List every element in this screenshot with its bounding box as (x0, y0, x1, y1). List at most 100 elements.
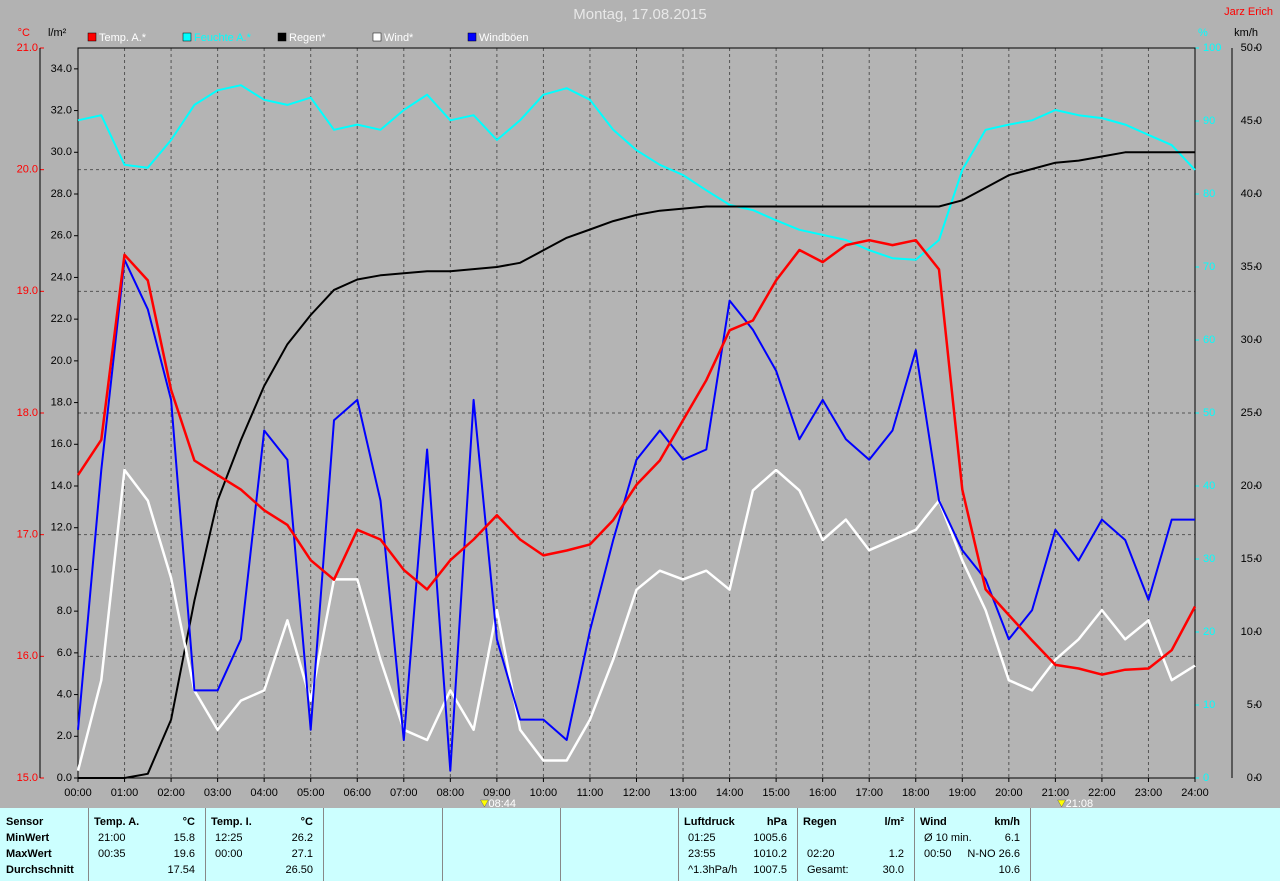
x-tick-label: 16:00 (809, 787, 837, 799)
y-tick-label: 19.0 (17, 285, 38, 297)
y-tick-label: 10 (1203, 699, 1215, 711)
y-tick-label: 90 (1203, 115, 1215, 127)
column-unit: hPa (766, 816, 787, 828)
column-separator (1030, 808, 1031, 881)
y-tick-label: 17.0 (17, 529, 38, 541)
row-label: Durchschnitt (6, 864, 74, 876)
y-tick-label: 30.0 (1241, 334, 1262, 346)
y-tick-label: 40.0 (1241, 188, 1262, 200)
column-separator (88, 808, 89, 881)
cell-value: 1010.2 (753, 848, 787, 860)
x-tick-label: 15:00 (762, 787, 790, 799)
cell-value: 26.2 (291, 832, 313, 844)
y-tick-label: 18.0 (51, 396, 72, 408)
y-tick-label: 40 (1203, 480, 1215, 492)
y-tick-label: 25.0 (1241, 407, 1262, 419)
column-separator (914, 808, 915, 881)
cell-time: 21:00 (98, 832, 126, 844)
y-tick-label: 60 (1203, 334, 1215, 346)
legend-label: Regen* (289, 32, 326, 44)
column-separator (323, 808, 324, 881)
column-header: Temp. I. (211, 816, 252, 828)
cell-time: Gesamt: (807, 864, 849, 876)
y-tick-label: 80 (1203, 188, 1215, 200)
y-tick-label: 32.0 (51, 104, 72, 116)
y-tick-label: 35.0 (1241, 261, 1262, 273)
cell-time: 02:20 (807, 848, 835, 860)
y-tick-label: 14.0 (51, 480, 72, 492)
y-tick-label: 21.0 (17, 42, 38, 54)
cell-time: 00:35 (98, 848, 126, 860)
y-tick-label: 0.0 (1247, 772, 1262, 784)
cell-value: 6.1 (1004, 832, 1020, 844)
column-separator (560, 808, 561, 881)
author: Jarz Erich (1224, 6, 1273, 18)
cell-value: 1.2 (888, 848, 904, 860)
x-tick-label: 19:00 (949, 787, 977, 799)
y-tick-label: 22.0 (51, 313, 72, 325)
legend-swatch (372, 32, 382, 42)
y-tick-label: 8.0 (57, 605, 72, 617)
column-header: Regen (803, 816, 837, 828)
y-tick-label: 70 (1203, 261, 1215, 273)
legend-swatch (467, 32, 477, 42)
y-tick-label: 18.0 (17, 407, 38, 419)
x-tick-label: 00:00 (64, 787, 92, 799)
column-unit: °C (300, 816, 313, 828)
cell-value: 15.8 (173, 832, 195, 844)
x-tick-label: 11:00 (577, 787, 604, 799)
cell-time: Ø 10 min. (924, 832, 972, 844)
series-line (76, 238, 1197, 676)
x-tick-label: 14:00 (716, 787, 744, 799)
legend-label: Wind* (384, 32, 414, 44)
x-tick-label: 08:00 (437, 787, 465, 799)
y-tick-label: 6.0 (57, 647, 72, 659)
column-unit: °C (182, 816, 195, 828)
annotation-marker (1057, 799, 1067, 808)
row-label: MaxWert (6, 848, 52, 860)
annotation-marker (480, 799, 489, 808)
x-tick-label: 22:00 (1088, 787, 1116, 799)
y-tick-label: 34.0 (51, 63, 72, 75)
y-tick-label: 5.0 (1247, 699, 1262, 711)
y-axis-title: °C (18, 27, 30, 39)
y-tick-label: 24.0 (51, 271, 72, 283)
x-tick-label: 03:00 (204, 787, 232, 799)
cell-value: 1007.5 (753, 864, 787, 876)
legend-swatch (182, 32, 192, 42)
y-tick-label: 15.0 (17, 772, 38, 784)
y-tick-label: 20.0 (51, 355, 72, 367)
y-tick-label: 50.0 (1241, 42, 1262, 54)
x-tick-label: 06:00 (343, 787, 371, 799)
cell-value: 27.1 (291, 848, 313, 860)
y-tick-label: 16.0 (51, 438, 72, 450)
series-line (77, 258, 1195, 772)
x-tick-label: 12:00 (623, 787, 651, 799)
cell-value: 26.50 (285, 864, 313, 876)
cell-time: 01:25 (688, 832, 716, 844)
y-tick-label: 20 (1203, 626, 1215, 638)
column-separator (678, 808, 679, 881)
column-separator (797, 808, 798, 881)
series-line (76, 468, 1196, 772)
y3-axis-title: % (1198, 27, 1208, 39)
cell-time: 00:50 (924, 848, 952, 860)
y-tick-label: 12.0 (51, 522, 72, 534)
y4-axis-title: km/h (1234, 27, 1258, 39)
stats-panel: Sensor MinWert MaxWert Durchschnitt Temp. A.… (0, 808, 1280, 881)
y-tick-label: 10.0 (51, 563, 72, 575)
y-tick-label: 2.0 (57, 730, 72, 742)
column-header: Luftdruck (684, 816, 735, 828)
chart-title: Montag, 17.08.2015 (573, 6, 706, 23)
y-tick-label: 30.0 (51, 146, 72, 158)
y-tick-label: 26.0 (51, 230, 72, 242)
cell-value: 10.6 (998, 864, 1020, 876)
x-tick-label: 18:00 (902, 787, 930, 799)
column-header: Sensor (6, 816, 44, 828)
y-tick-label: 10.0 (1241, 626, 1262, 638)
chart: Montag, 17.08.2015 Jarz Erich °C l/m² % … (17, 6, 1273, 808)
x-tick-label: 17:00 (855, 787, 883, 799)
x-tick-label: 13:00 (669, 787, 697, 799)
column-unit: l/m² (884, 816, 904, 828)
